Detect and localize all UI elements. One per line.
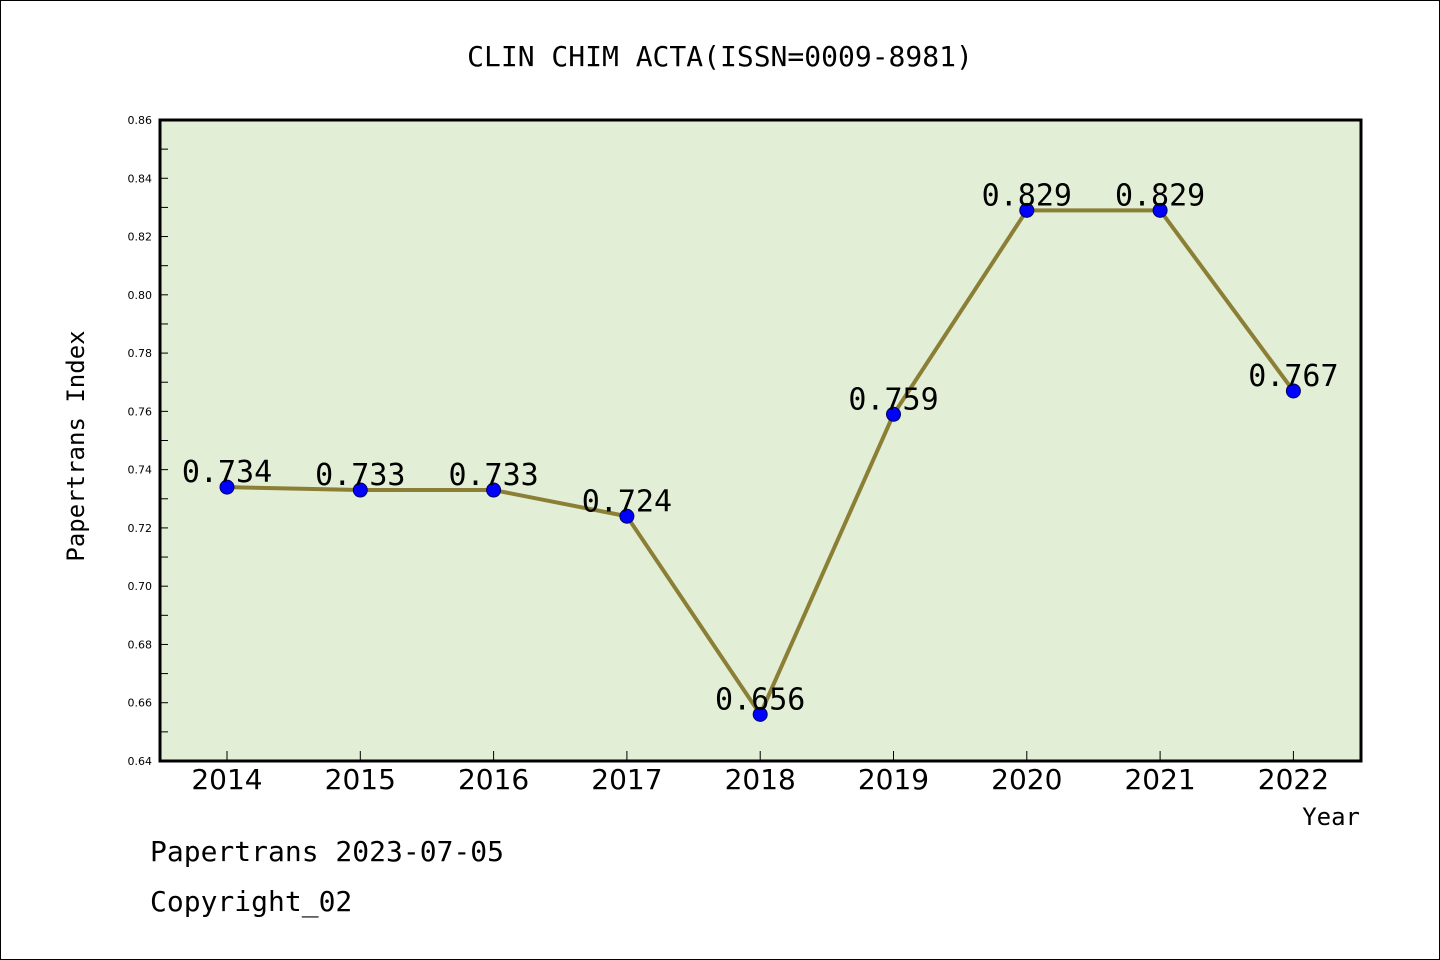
data-point [1285,383,1301,399]
data-point [1152,202,1168,218]
data-label: 0.733 [315,458,405,493]
data-label: 0.759 [848,382,938,417]
x-tick-label: 2017 [591,763,662,796]
x-tick-label: 2020 [991,763,1062,796]
data-point [886,406,901,422]
y-tick-label: 0.84 [128,172,153,185]
x-tick-label: 2014 [191,763,262,796]
footer-copyright: Copyright_02 [150,885,353,918]
y-tick-label: 0.72 [128,522,153,535]
footer-stamp: Papertrans 2023-07-05 [150,835,505,868]
data-point [1019,202,1035,218]
y-tick-label: 0.74 [128,464,153,477]
data-label: 0.829 [1115,178,1205,213]
x-axis: 2014 2015 2016 2017 2018 2019 2020 2021 2022 [191,751,1329,796]
x-tick-label: 2015 [325,763,396,796]
series-papertrans-index: 0.734 0.733 0.733 0.724 0.656 0.759 0.829 0.829… [182,178,1339,722]
data-point [219,479,235,495]
y-tick-label: 0.80 [128,289,153,302]
data-label: 0.724 [582,484,672,519]
x-axis-label: Year [1302,803,1360,831]
data-label: 0.733 [448,458,538,493]
plot-border [158,118,1363,763]
x-tick-label: 2019 [858,763,929,796]
y-tick-label: 0.86 [128,114,153,127]
y-tick-label: 0.68 [128,638,153,651]
y-tick-label: 0.70 [128,580,153,593]
data-point [352,482,368,498]
x-tick-label: 2018 [725,763,796,796]
y-tick-label: 0.78 [128,347,153,360]
data-point [752,706,768,722]
data-label: 0.656 [715,682,805,717]
y-tick-label: 0.82 [128,231,153,244]
data-label: 0.829 [982,178,1072,213]
x-tick-label: 2016 [458,763,529,796]
y-tick-label: 0.66 [128,697,153,710]
chart-title: CLIN CHIM ACTA(ISSN=0009-8981) [467,40,973,73]
data-label: 0.767 [1248,359,1338,394]
plot-area [160,120,1361,761]
data-label: 0.734 [182,455,272,490]
y-tick-label: 0.76 [128,405,153,418]
data-point [619,508,635,524]
data-point [486,482,502,498]
x-tick-label: 2022 [1258,763,1329,796]
y-axis-label: Papertrans Index [62,330,90,561]
y-tick-label: 0.64 [128,755,153,768]
x-tick-label: 2021 [1124,763,1195,796]
